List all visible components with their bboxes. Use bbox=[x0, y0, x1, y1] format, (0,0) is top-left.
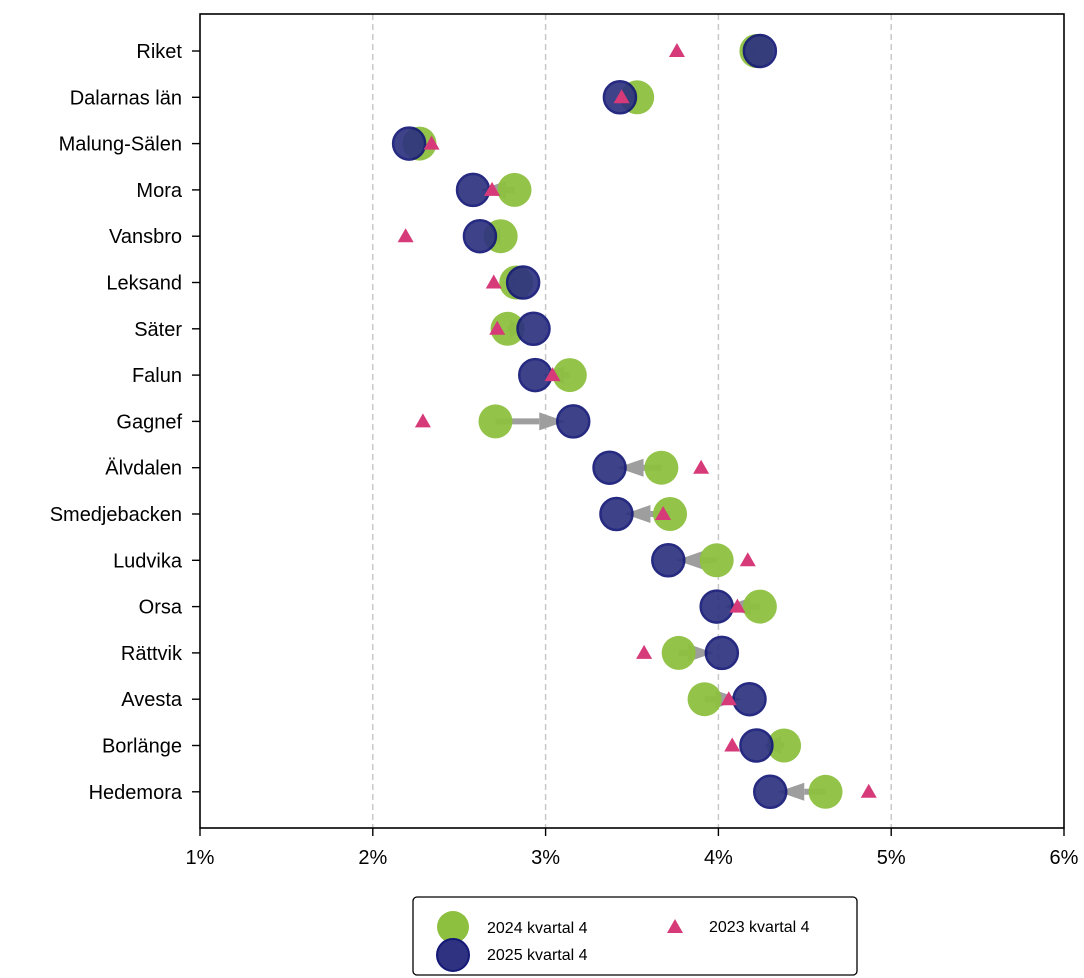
change-arrow-head bbox=[778, 782, 805, 801]
plot-frame bbox=[199, 13, 1065, 829]
point-2023 bbox=[613, 89, 630, 104]
data-points bbox=[391, 33, 877, 810]
change-arrow-head bbox=[539, 412, 566, 431]
point-2025 bbox=[592, 450, 627, 485]
point-2025 bbox=[742, 33, 778, 69]
axes: 1% 2% 3% 4% 5% 6% Riket Dalarnas län Malung-Säle… bbox=[50, 41, 1079, 869]
point-2024 bbox=[478, 404, 513, 439]
gridlines bbox=[372, 14, 892, 828]
y-tick-label: Riket bbox=[136, 41, 182, 63]
y-tick-label: Leksand bbox=[106, 273, 182, 295]
legend-marker-2024 bbox=[437, 911, 469, 943]
point-2024 bbox=[767, 728, 802, 763]
point-2024 bbox=[490, 311, 525, 346]
x-tick-label: 2% bbox=[358, 847, 387, 869]
point-2024 bbox=[808, 774, 843, 809]
point-2025 bbox=[704, 635, 740, 671]
legend-marker-2023 bbox=[667, 919, 683, 933]
point-2024 bbox=[699, 543, 734, 578]
point-2023 bbox=[693, 459, 710, 474]
point-2025 bbox=[732, 681, 767, 717]
point-2024 bbox=[661, 635, 696, 670]
x-tick-label: 5% bbox=[877, 847, 906, 869]
y-tick-label: Rättvik bbox=[121, 643, 183, 665]
point-2025 bbox=[455, 172, 491, 208]
point-2024 bbox=[497, 172, 532, 207]
y-tick-label: Smedjebacken bbox=[50, 504, 182, 526]
legend-box bbox=[412, 896, 858, 976]
point-2025 bbox=[739, 728, 774, 763]
x-tick-label: 6% bbox=[1050, 847, 1079, 869]
point-2025 bbox=[651, 543, 686, 578]
point-2023 bbox=[739, 552, 756, 567]
point-2023 bbox=[485, 274, 502, 289]
legend-marker-2025 bbox=[436, 938, 470, 972]
point-2023 bbox=[720, 691, 737, 706]
point-2023 bbox=[636, 644, 653, 659]
point-2025 bbox=[752, 774, 788, 810]
y-tick-label: Gagnef bbox=[116, 411, 182, 433]
y-tick-label: Vansbro bbox=[109, 226, 182, 248]
point-2025 bbox=[555, 404, 591, 439]
y-tick-label: Malung-Sälen bbox=[59, 134, 182, 156]
legend-label-2025: 2025 kvartal 4 bbox=[487, 947, 588, 964]
point-2024 bbox=[552, 358, 587, 393]
point-2023 bbox=[489, 320, 506, 335]
point-2023 bbox=[668, 43, 685, 57]
y-tick-label: Ludvika bbox=[113, 550, 183, 572]
y-tick-label: Orsa bbox=[139, 597, 183, 619]
point-2025 bbox=[462, 218, 498, 254]
point-2025 bbox=[699, 589, 734, 624]
x-tick-label: 1% bbox=[186, 847, 215, 869]
change-arrow-head bbox=[624, 505, 651, 523]
point-2023 bbox=[544, 367, 561, 382]
point-2023 bbox=[860, 783, 877, 798]
y-tick-label: Säter bbox=[134, 319, 182, 341]
x-tick-label: 3% bbox=[531, 847, 560, 869]
y-tick-label: Dalarnas län bbox=[70, 87, 182, 109]
point-2023 bbox=[414, 413, 431, 428]
point-2024 bbox=[653, 497, 688, 531]
y-tick-label: Älvdalen bbox=[105, 458, 182, 480]
point-2025 bbox=[391, 126, 427, 161]
point-2023 bbox=[724, 737, 741, 752]
y-tick-label: Hedemora bbox=[89, 782, 183, 804]
point-2023 bbox=[397, 228, 414, 243]
legend-label-2024: 2024 kvartal 4 bbox=[487, 920, 588, 937]
y-tick-label: Falun bbox=[132, 365, 182, 387]
point-2023 bbox=[484, 181, 501, 196]
y-tick-label: Mora bbox=[136, 180, 182, 202]
y-tick-label: Borlänge bbox=[102, 736, 182, 758]
point-2025 bbox=[599, 496, 634, 532]
x-tick-label: 4% bbox=[704, 847, 733, 869]
point-2024 bbox=[742, 589, 777, 624]
point-2023 bbox=[655, 506, 672, 520]
point-2024 bbox=[644, 450, 679, 485]
legend-label-2023: 2023 kvartal 4 bbox=[709, 919, 810, 936]
point-2025 bbox=[517, 357, 553, 393]
change-arrow-head bbox=[676, 551, 703, 570]
point-2024 bbox=[687, 682, 722, 717]
point-2025 bbox=[505, 265, 541, 300]
point-2023 bbox=[729, 598, 746, 613]
point-2025 bbox=[516, 311, 551, 347]
change-arrow-head bbox=[617, 458, 644, 477]
point-2023 bbox=[423, 135, 440, 150]
legend: 2024 kvartal 4 2025 kvartal 4 2023 kvart… bbox=[412, 896, 858, 976]
change-arrows bbox=[417, 42, 826, 801]
y-tick-label: Avesta bbox=[121, 689, 183, 711]
